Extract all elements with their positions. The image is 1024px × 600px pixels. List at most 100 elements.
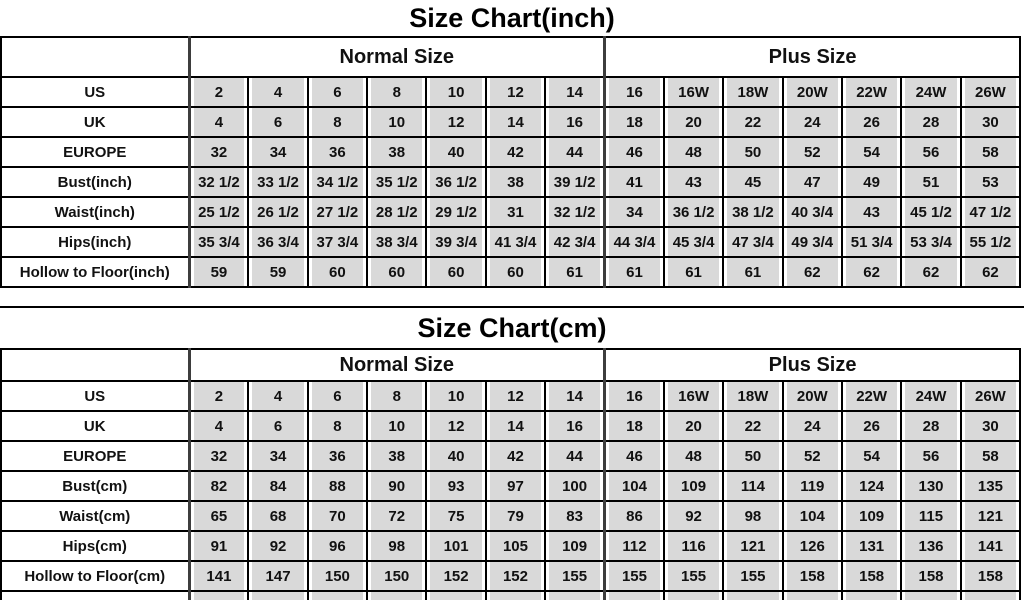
size-value-cell: 114 [722,470,784,502]
corner-cell [0,36,190,78]
size-chart-inch-table: Normal Size Plus Size US 2 4 6 8 10 12 14 16 16W 1… [0,36,1022,288]
size-value-cell: 39 1/2 [544,166,606,198]
size-value-cell: 158 [959,560,1022,592]
size-value-cell: 86 [603,500,665,532]
size-value-cell: 18W [722,380,784,412]
table-row: Waist(cm) 65 68 70 72 75 79 83 86 92 98 104 109 115 12… [0,500,1022,532]
size-value-cell: 48 [662,136,725,168]
size-value-cell: 36 [306,136,369,168]
size-value-cell: 29 1/2 [425,196,487,228]
size-value-cell: 155 [722,560,784,592]
row-label-us: US [0,76,190,108]
table-row: Bust(inch) 32 1/2 33 1/2 34 1/2 35 1/2 36 1/2… [0,166,1022,198]
size-value-cell: 84 [247,470,309,502]
size-value-cell: 65 [187,500,250,532]
size-value-cell: 22W [840,76,903,108]
size-value-cell: 52 [781,440,843,472]
size-value-cell: 24W [900,380,962,412]
size-value-cell-clipped [722,590,784,600]
size-value-cell: 152 [425,560,487,592]
size-chart-cm-table: Normal Size Plus Size US 2 4 6 8 10 12 14 16 16W 1… [0,348,1022,600]
size-value-cell: 34 [247,440,309,472]
size-value-cell: 100 [544,470,606,502]
size-value-cell: 49 [840,166,903,198]
section-gap [0,288,1024,306]
size-value-cell: 16 [603,76,665,108]
size-value-cell: 8 [366,76,428,108]
size-value-cell: 136 [900,530,962,562]
size-value-cell: 40 3/4 [781,196,843,228]
size-value-cell: 24 [781,410,843,442]
size-value-cell: 141 [959,530,1022,562]
size-value-cell: 8 [366,380,428,412]
size-value-cell: 92 [247,530,309,562]
size-value-cell: 38 [366,440,428,472]
size-value-cell: 60 [306,256,369,288]
size-value-cell: 37 3/4 [306,226,369,258]
column-group-header-row: Normal Size Plus Size [0,36,1022,78]
size-value-cell: 38 1/2 [722,196,784,228]
table-row: UK 4 6 8 10 12 14 16 18 20 22 24 26 28 30 [0,106,1022,138]
size-value-cell: 32 1/2 [187,166,250,198]
size-value-cell: 18 [603,106,665,138]
size-value-cell: 98 [366,530,428,562]
size-value-cell: 14 [484,106,547,138]
size-value-cell: 27 1/2 [306,196,369,228]
size-value-cell: 16 [544,410,606,442]
size-value-cell: 47 1/2 [959,196,1022,228]
size-value-cell: 48 [662,440,725,472]
size-value-cell: 60 [366,256,428,288]
size-value-cell: 53 3/4 [900,226,962,258]
size-value-cell: 104 [603,470,665,502]
size-value-cell: 150 [306,560,369,592]
size-value-cell: 43 [840,196,903,228]
size-value-cell: 38 3/4 [366,226,428,258]
size-value-cell: 20 [662,410,725,442]
size-value-cell: 26W [959,76,1022,108]
size-value-cell: 20W [781,380,843,412]
size-value-cell: 59 [247,256,309,288]
size-value-cell: 14 [484,410,547,442]
size-value-cell: 109 [544,530,606,562]
size-value-cell: 135 [959,470,1022,502]
size-value-cell: 158 [781,560,843,592]
size-value-cell: 36 3/4 [247,226,309,258]
size-value-cell: 22W [840,380,903,412]
size-value-cell: 40 [425,440,487,472]
size-value-cell: 93 [425,470,487,502]
size-value-cell: 10 [425,76,487,108]
row-label-hips-cm: Hips(cm) [0,530,190,562]
size-value-cell: 32 [187,136,250,168]
size-value-cell: 155 [662,560,725,592]
size-value-cell: 36 [306,440,369,472]
plus-size-group-header: Plus Size [603,348,1022,382]
size-value-cell: 68 [247,500,309,532]
size-value-cell: 53 [959,166,1022,198]
size-value-cell: 38 [484,166,547,198]
size-value-cell: 141 [187,560,250,592]
size-value-cell: 109 [840,500,903,532]
size-value-cell: 52 [781,136,843,168]
size-value-cell: 30 [959,410,1022,442]
size-value-cell: 116 [662,530,725,562]
size-value-cell: 45 [722,166,784,198]
size-value-cell: 45 3/4 [662,226,725,258]
size-value-cell: 12 [425,410,487,442]
size-value-cell: 6 [306,380,369,412]
size-value-cell: 42 [484,440,547,472]
table-row: Hollow to Floor(inch) 59 59 60 60 60 60 61 61 61 6… [0,256,1022,288]
normal-size-group-header: Normal Size [187,36,606,78]
plus-size-group-header: Plus Size [603,36,1022,78]
size-value-cell: 50 [722,440,784,472]
size-value-cell: 34 [247,136,309,168]
size-value-cell: 28 1/2 [366,196,428,228]
size-value-cell: 62 [840,256,903,288]
row-label-uk: UK [0,410,190,442]
size-value-cell: 35 1/2 [366,166,428,198]
row-label-uk: UK [0,106,190,138]
size-value-cell: 47 3/4 [722,226,784,258]
size-value-cell: 42 3/4 [544,226,606,258]
size-value-cell: 44 [544,136,606,168]
size-value-cell: 152 [484,560,547,592]
size-value-cell: 24W [900,76,962,108]
